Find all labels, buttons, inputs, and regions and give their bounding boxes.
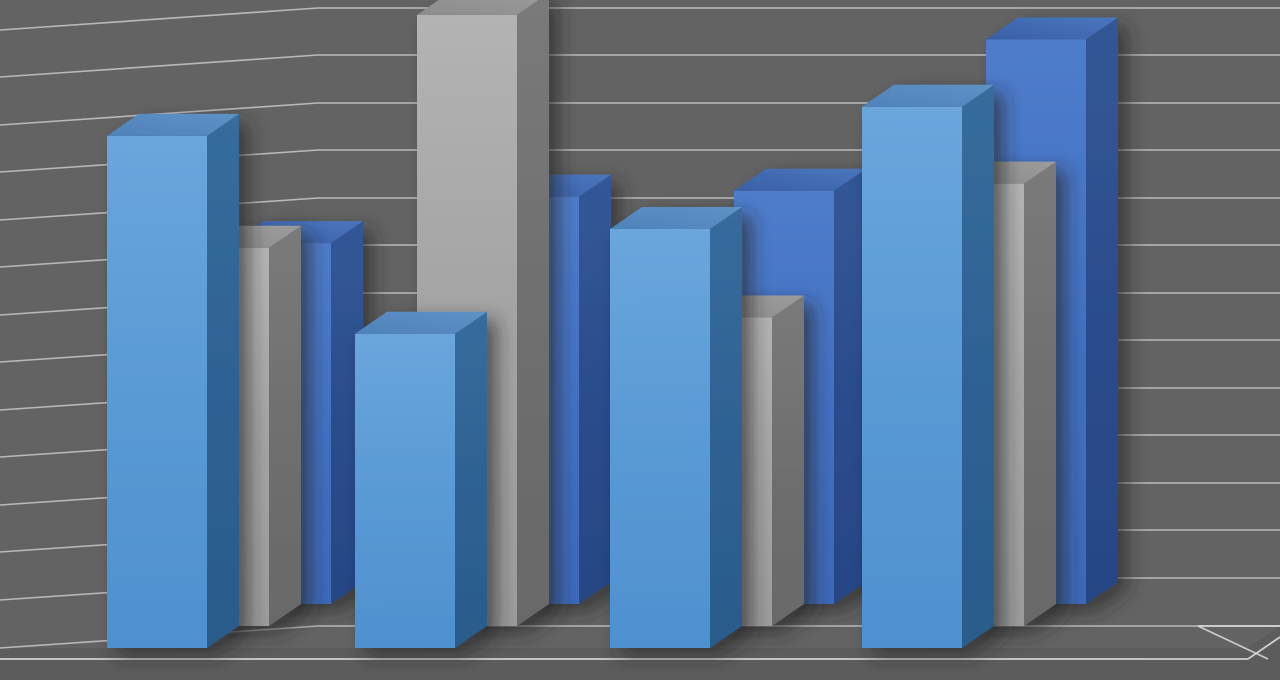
bar-g1-series1[interactable] [107,113,239,649]
bar-g3-series1[interactable] [610,206,742,648]
series-light-blue [107,84,994,649]
bar-g4-series1[interactable] [862,84,994,649]
floor-right-edge [1197,625,1280,660]
floor-front-edge [0,636,1280,660]
bar-g2-series1[interactable] [355,311,487,648]
floor-plane [0,626,1280,680]
